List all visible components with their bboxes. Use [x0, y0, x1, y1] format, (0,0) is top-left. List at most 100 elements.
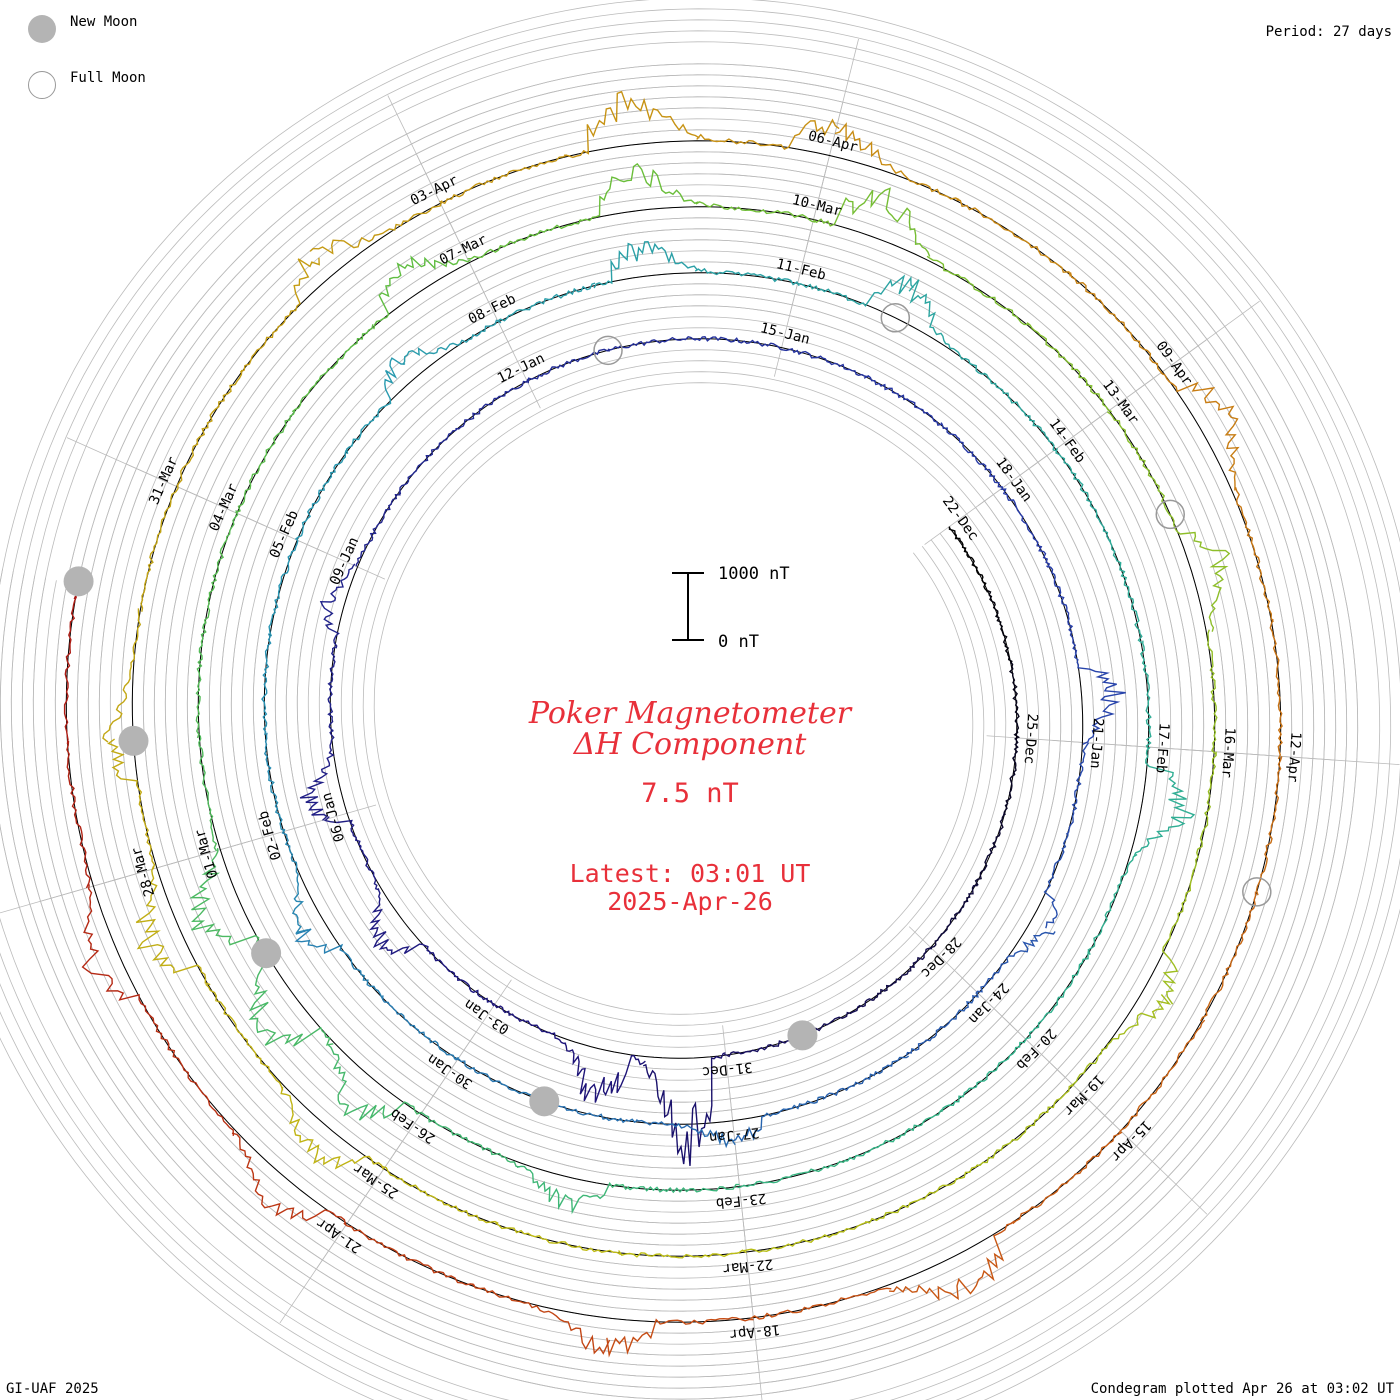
trace-segment: [203, 510, 239, 624]
trace-segment: [1073, 651, 1126, 745]
trace-segment: [870, 947, 933, 1001]
footer-credit: GI-UAF 2025: [6, 1381, 99, 1397]
full-moon-legend-icon: [28, 71, 56, 99]
date-tick-label: 20-Feb: [1012, 1025, 1059, 1072]
trace-segment: [813, 187, 931, 257]
new-moon-legend-icon: [28, 15, 56, 43]
trace-segment: [578, 162, 699, 222]
trace-segment: [822, 1055, 910, 1100]
trace-segment: [1140, 640, 1152, 750]
date-tick-label: 08-Feb: [466, 291, 518, 328]
trace-segment: [834, 122, 960, 201]
trace-segment: [516, 1165, 630, 1215]
trace-segment: [1012, 1131, 1123, 1225]
trace-segment: [323, 816, 380, 891]
scale-top-label: 1000 nT: [718, 564, 790, 584]
trace-segment: [941, 1038, 1027, 1113]
trace-segment: [345, 357, 406, 454]
radial-grid-line: [1249, 753, 1400, 766]
trace-segment: [940, 422, 1004, 491]
trace-segment: [355, 490, 401, 567]
trace-segment: [235, 410, 296, 514]
radial-grid-line: [66, 437, 205, 499]
date-tick-label: 17-Feb: [1152, 722, 1171, 774]
date-tick-label: 07-Mar: [437, 232, 489, 269]
full-moon-marker: [593, 335, 623, 366]
date-tick-label: 18-Jan: [992, 455, 1035, 505]
trace-segment: [263, 732, 286, 832]
trace-segment: [1003, 737, 1019, 816]
trace-segment: [328, 1044, 423, 1121]
trace-segment: [626, 1183, 740, 1194]
date-tick-label: 06-Apr: [806, 128, 859, 156]
trace-segment: [382, 1165, 499, 1224]
trace-segment: [1234, 486, 1274, 623]
date-tick-label: 30-Jan: [425, 1050, 476, 1092]
full-moon-marker: [1242, 877, 1272, 907]
trace-segment: [1199, 891, 1257, 1022]
date-tick-label: 28-Mar: [129, 845, 158, 898]
full-moon-marker: [880, 303, 911, 333]
trace-segment: [140, 484, 179, 612]
trace-segment: [527, 348, 610, 384]
date-tick-label: 13-Mar: [1099, 377, 1142, 427]
chart-subtitle: ΔH Component: [573, 727, 807, 762]
trace-segment: [743, 1220, 869, 1253]
scale-bottom-label: 0 nT: [718, 632, 759, 652]
trace-segment: [149, 1014, 234, 1136]
trace-segment: [974, 812, 1005, 887]
radial-grid-line: [1098, 1109, 1208, 1215]
new-moon-marker: [787, 1020, 818, 1051]
latest-block: Latest: 03:01 UT 2025-Apr-26: [440, 860, 940, 916]
trace-segment: [1160, 372, 1240, 491]
trace-segment: [66, 740, 91, 889]
new-moon-legend-label: New Moon: [70, 14, 138, 30]
trace-segment: [1087, 853, 1138, 956]
trace-segment: [107, 738, 156, 870]
trace-segment: [205, 983, 284, 1091]
date-tick-label: 16-Mar: [1218, 727, 1237, 779]
full-moon-marker: [1155, 499, 1185, 530]
trace-segment: [929, 884, 978, 949]
new-moon-marker: [118, 725, 149, 756]
radial-grid-line: [821, 38, 859, 185]
trace-segment: [694, 267, 800, 287]
trace-segment: [102, 608, 142, 743]
trace-segment: [281, 828, 309, 934]
trace-segment: [198, 735, 218, 852]
trace-segment: [1106, 411, 1172, 518]
trace-segment: [309, 200, 443, 255]
grid-spiral-6: [0, 41, 1381, 1400]
trace-segment: [381, 995, 459, 1060]
trace-segment: [261, 633, 272, 736]
date-tick-label: 15-Jan: [759, 320, 812, 348]
trace-segment: [455, 378, 529, 430]
trace-segment: [956, 199, 1072, 277]
new-moon-marker: [251, 938, 282, 969]
trace-segment: [732, 1096, 824, 1143]
trace-segment: [635, 1119, 736, 1149]
date-tick-label: 22-Mar: [722, 1255, 774, 1276]
trace-segment: [1065, 742, 1090, 835]
trace-segment: [1207, 629, 1218, 755]
trace-segment: [606, 1316, 754, 1358]
trace-segment: [195, 621, 207, 739]
trace-segment: [564, 90, 700, 159]
trace-segment: [471, 1283, 611, 1355]
radial-grid-line: [0, 877, 123, 914]
trace-segment: [618, 1249, 747, 1259]
date-tick-label: 26-Feb: [388, 1105, 439, 1147]
latest-date: 2025-Apr-26: [607, 887, 773, 916]
date-tick-label: 03-Apr: [408, 172, 460, 209]
date-tick-label: 12-Apr: [1284, 731, 1303, 783]
trace-segment: [1069, 272, 1164, 376]
trace-segment: [176, 369, 243, 487]
full-moon-legend-label: Full Moon: [70, 70, 146, 86]
date-tick-label: 25-Dec: [1021, 713, 1040, 765]
trace-segment: [81, 884, 153, 1018]
trace-segment: [280, 1086, 385, 1170]
trace-segment: [319, 563, 356, 649]
trace-segment: [889, 1220, 1015, 1302]
